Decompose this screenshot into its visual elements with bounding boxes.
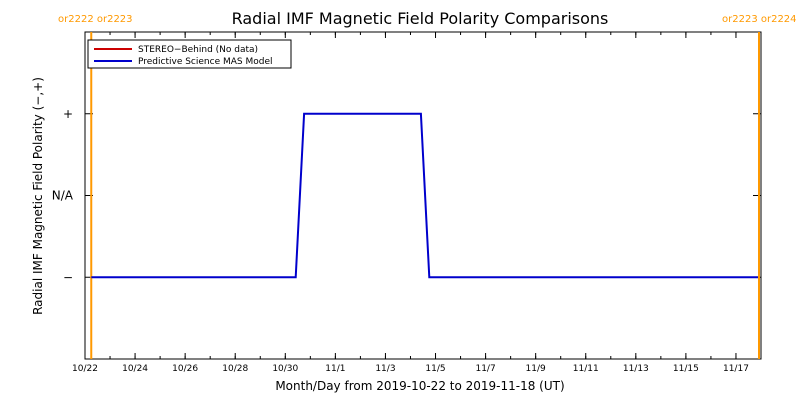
x-tick-label: 11/1 [325,364,345,374]
x-tick-label: 10/30 [272,364,298,374]
x-tick-label: 11/5 [425,364,445,374]
x-tick-label: 10/28 [222,364,248,374]
x-tick-label: 11/17 [723,364,749,374]
y-tick-label: N/A [52,189,74,203]
legend-label-stereo-behind: STEREO−Behind (No data) [138,45,258,55]
x-tick-label: 10/26 [172,364,198,374]
legend: STEREO−Behind (No data) Predictive Scien… [87,39,292,69]
x-axis: 10/22 10/24 10/26 10/28 10/30 11/1 11/3 11/5 11/… [72,32,762,374]
x-tick-label: 10/24 [122,364,148,374]
carrington-marker-label: or2223 or2224 [722,14,797,25]
y-axis-label: Radial IMF Magnetic Field Polarity (−,+) [31,77,45,315]
carrington-marker-label: or2222 or2223 [58,14,133,25]
x-tick-label: 11/3 [375,364,395,374]
chart-title: Radial IMF Magnetic Field Polarity Compa… [232,9,609,28]
series-layer [91,112,758,279]
legend-box [87,39,292,69]
x-tick-label: 11/15 [673,364,699,374]
y-tick-label: + [63,107,73,121]
x-tick-label: 11/11 [573,364,599,374]
carrington-markers: or2222 or2223 or2223 or2224 [58,14,797,359]
plot-frame [84,31,762,360]
x-tick-label: 11/9 [526,364,546,374]
x-tick-label: 11/13 [623,364,649,374]
x-tick-label: 11/7 [475,364,495,374]
series-line-1 [91,112,758,279]
y-axis: − N/A + [52,107,761,284]
y-tick-label: − [63,270,73,284]
x-axis-label: Month/Day from 2019-10-22 to 2019-11-18 … [275,379,564,393]
x-tick-label: 10/22 [72,364,98,374]
legend-label-mas-model: Predictive Science MAS Model [138,57,273,67]
